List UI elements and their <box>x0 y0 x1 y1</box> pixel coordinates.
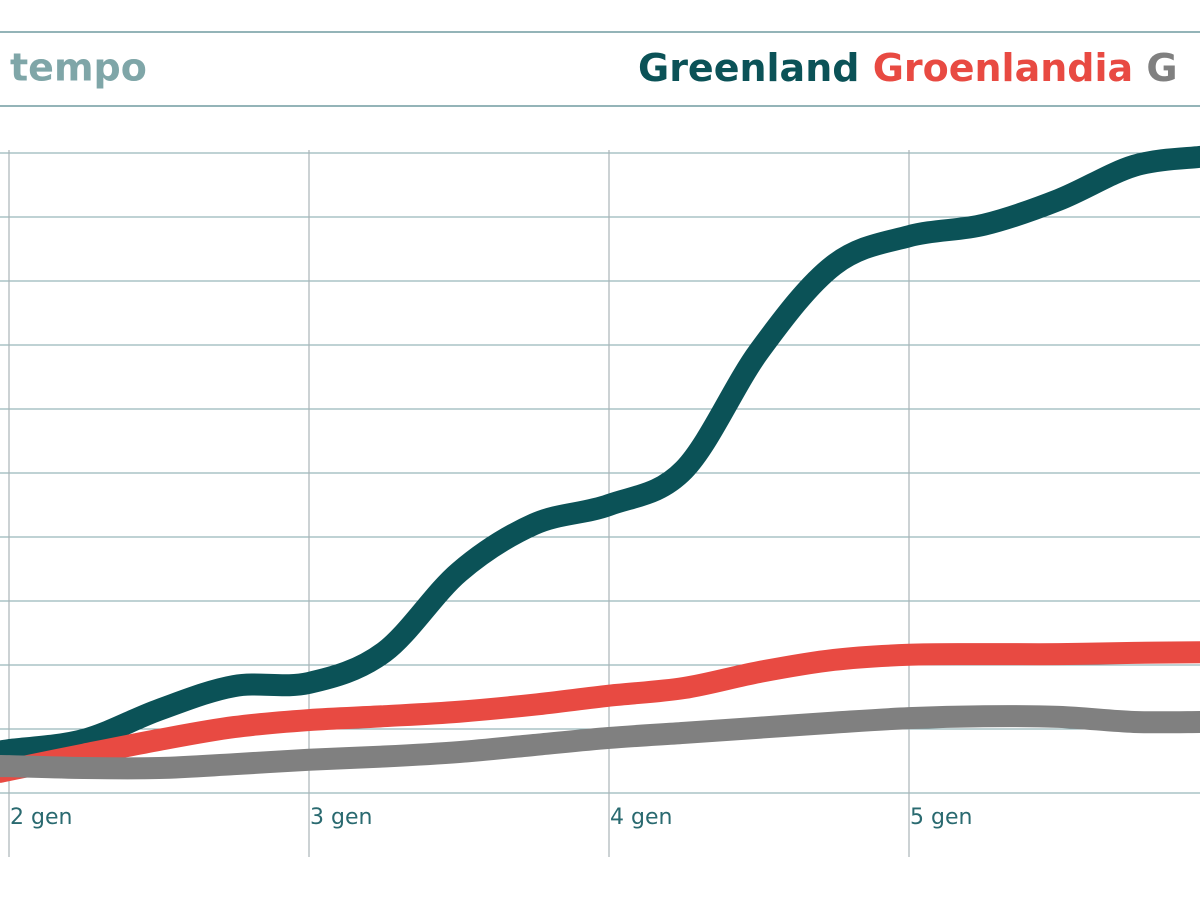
chart-title: tempo <box>10 46 147 90</box>
series-line <box>0 145 1200 764</box>
legend-entry: G <box>1146 46 1177 90</box>
x-tick-label: 3 gen <box>310 805 372 830</box>
legend: Greenland Groenlandia G <box>638 46 1178 90</box>
legend-entry: Groenlandia <box>873 46 1133 90</box>
x-tick-label: 5 gen <box>910 805 972 830</box>
legend-entry: Greenland <box>638 46 859 90</box>
x-tick-label: 2 gen <box>10 805 72 830</box>
x-tick-label: 4 gen <box>610 805 672 830</box>
series-line <box>0 641 1200 783</box>
series-line <box>0 705 1200 780</box>
